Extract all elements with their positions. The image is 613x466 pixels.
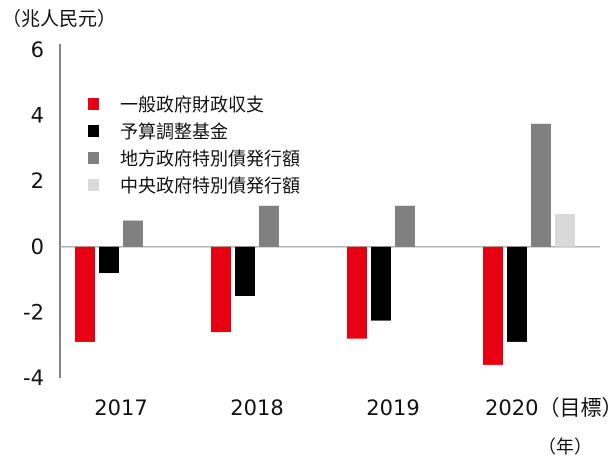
legend-label: 一般政府財政収支 — [120, 95, 264, 116]
bar-4-2020 — [555, 214, 575, 247]
bar-2-2018 — [235, 246, 255, 296]
legend-swatch — [88, 98, 99, 110]
legend-label: 地方政府特別債発行額 — [120, 149, 300, 170]
legend-swatch — [88, 179, 99, 191]
legend-label: 予算調整基金 — [120, 122, 228, 143]
bar-1-2020 — [483, 246, 503, 365]
y-tick-label: -4 — [23, 366, 44, 390]
y-tick-label: 6 — [31, 38, 44, 62]
bar-3-2018 — [259, 205, 279, 247]
y-tick-label: 0 — [31, 235, 44, 259]
x-tick-label: 2018 — [230, 396, 283, 420]
legend-label: 中央政府特別債発行額 — [120, 176, 300, 197]
y-tick-label: 2 — [31, 169, 44, 193]
bar-1-2018 — [211, 246, 231, 333]
bar-1-2019 — [347, 246, 367, 339]
bar-2-2020 — [507, 246, 527, 342]
y-tick-label: -2 — [23, 300, 44, 324]
bar-2-2019 — [371, 246, 391, 321]
x-tick-label: 2020（目標） — [485, 396, 613, 420]
legend-swatch — [88, 125, 99, 137]
plot-area — [59, 44, 600, 378]
bar-3-2020 — [531, 123, 551, 247]
bar-3-2019 — [395, 205, 415, 247]
bar-2-2017 — [99, 246, 119, 274]
x-tick-label: 2019 — [366, 396, 419, 420]
x-tick-label: 2017 — [94, 396, 147, 420]
x-unit-label: （年） — [538, 437, 592, 458]
bar-3-2017 — [123, 220, 143, 247]
y-axis-ticks: 6 4 2 0 -2 -4 — [23, 38, 44, 390]
x-axis-ticks: 2017 2018 2019 2020（目標） — [94, 396, 613, 420]
legend-swatch — [88, 152, 99, 164]
bar-1-2017 — [75, 246, 95, 342]
unit-label: （兆人民元） — [2, 8, 116, 30]
y-tick-label: 4 — [31, 104, 44, 128]
